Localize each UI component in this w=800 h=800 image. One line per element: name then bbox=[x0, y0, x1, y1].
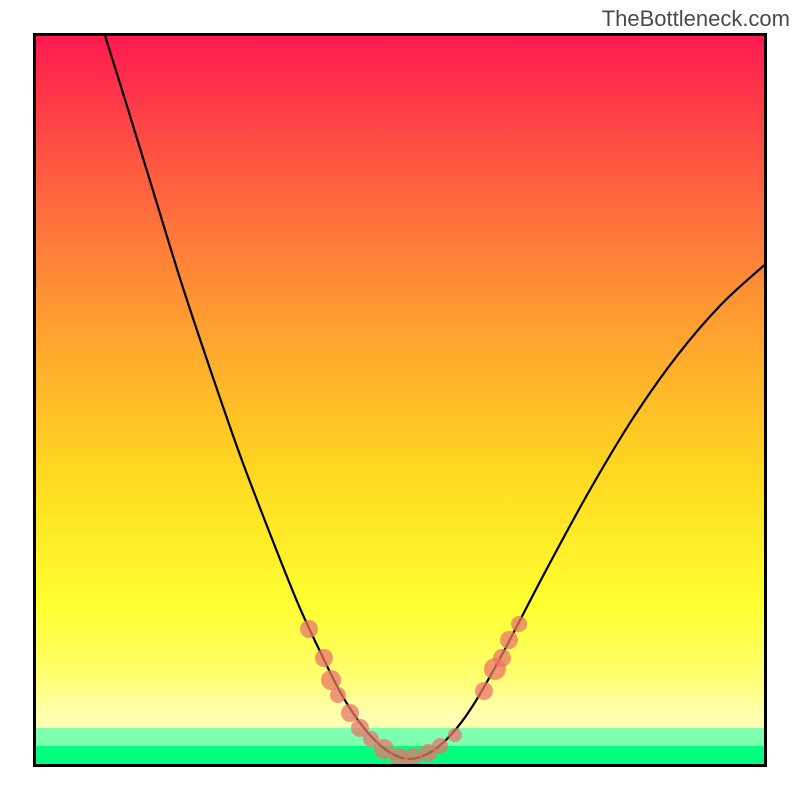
chart-container: TheBottleneck.com bbox=[0, 0, 800, 800]
chart-frame-border bbox=[33, 33, 767, 767]
watermark-text: TheBottleneck.com bbox=[602, 6, 790, 32]
